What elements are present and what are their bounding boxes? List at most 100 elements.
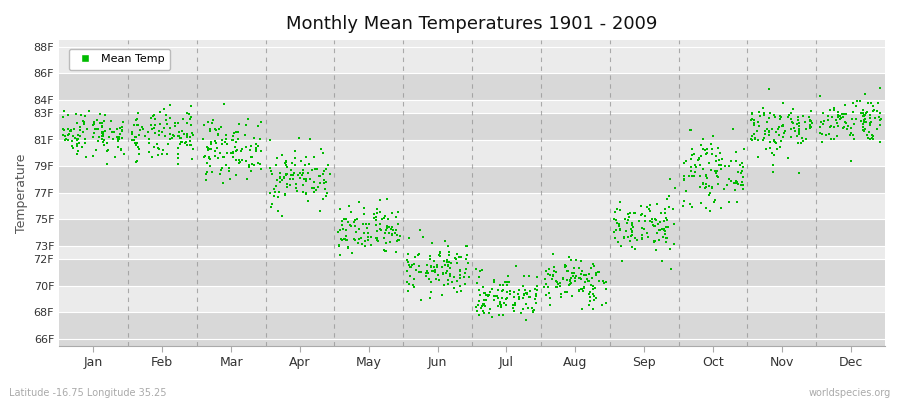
Point (541, 284, 555, 290)
Point (349, 228, 364, 235)
Point (273, 175, 287, 182)
Point (597, 280, 611, 286)
Point (130, 117, 144, 124)
Point (722, 162, 736, 169)
Point (476, 284, 491, 290)
Point (572, 287, 586, 294)
Point (470, 308, 484, 314)
Point (332, 252, 347, 258)
Point (608, 208, 623, 215)
Point (71, 148, 86, 154)
Point (546, 272, 561, 278)
Point (688, 162, 702, 168)
Point (239, 122, 254, 128)
Point (331, 229, 346, 236)
Point (662, 224, 676, 230)
Point (94, 132, 109, 139)
Point (357, 238, 372, 244)
Point (153, 109, 167, 116)
Point (201, 118, 215, 125)
Point (625, 220, 639, 227)
Point (827, 106, 842, 113)
Point (407, 260, 421, 267)
Point (554, 294, 568, 300)
Point (251, 160, 266, 167)
Point (770, 140, 784, 146)
Point (336, 226, 350, 232)
Point (197, 154, 211, 160)
Point (684, 146, 698, 153)
Point (478, 303, 492, 309)
Point (615, 258, 629, 265)
Point (784, 134, 798, 140)
Point (573, 276, 588, 282)
Point (340, 244, 355, 250)
Point (450, 278, 464, 284)
Point (694, 199, 708, 206)
Point (423, 256, 437, 262)
Point (867, 106, 881, 113)
Point (472, 274, 487, 280)
Point (73, 126, 87, 133)
Point (323, 171, 338, 178)
Point (57, 108, 71, 114)
Point (820, 113, 834, 119)
Point (302, 161, 317, 168)
Point (491, 294, 505, 301)
Bar (59, 193, 885, 220)
Point (575, 288, 590, 295)
Point (288, 155, 302, 161)
Point (352, 235, 366, 242)
Point (757, 110, 771, 116)
Point (230, 147, 244, 154)
Point (586, 261, 600, 268)
Point (284, 172, 298, 178)
Point (351, 226, 365, 232)
Point (232, 157, 247, 163)
Point (200, 169, 214, 176)
Point (78, 112, 93, 119)
Point (299, 178, 313, 184)
Point (366, 215, 381, 221)
Point (698, 147, 713, 153)
Point (295, 170, 310, 176)
Point (622, 214, 636, 220)
Point (428, 267, 442, 274)
Point (646, 222, 661, 228)
Point (586, 286, 600, 292)
Point (623, 238, 637, 244)
Point (265, 171, 279, 177)
Point (587, 296, 601, 303)
Point (491, 287, 506, 293)
Point (561, 268, 575, 274)
Point (301, 170, 315, 176)
Point (782, 112, 796, 118)
Point (67, 133, 81, 139)
Point (699, 151, 714, 157)
Point (578, 279, 592, 285)
Point (268, 162, 283, 168)
Point (677, 197, 691, 204)
Point (58, 136, 73, 142)
Point (253, 136, 267, 142)
Point (617, 216, 632, 223)
Point (500, 289, 514, 296)
Point (598, 300, 613, 306)
Point (458, 266, 473, 272)
Point (266, 193, 281, 200)
Point (573, 275, 588, 282)
Point (196, 135, 211, 142)
Point (419, 261, 434, 268)
Point (697, 180, 711, 186)
Point (317, 180, 331, 187)
Point (846, 132, 860, 138)
Point (303, 136, 318, 142)
Point (500, 295, 514, 301)
Point (216, 180, 230, 186)
Point (309, 187, 323, 193)
Point (202, 128, 217, 134)
Point (279, 172, 293, 179)
Point (76, 121, 91, 128)
Point (242, 162, 256, 168)
Point (202, 155, 216, 162)
